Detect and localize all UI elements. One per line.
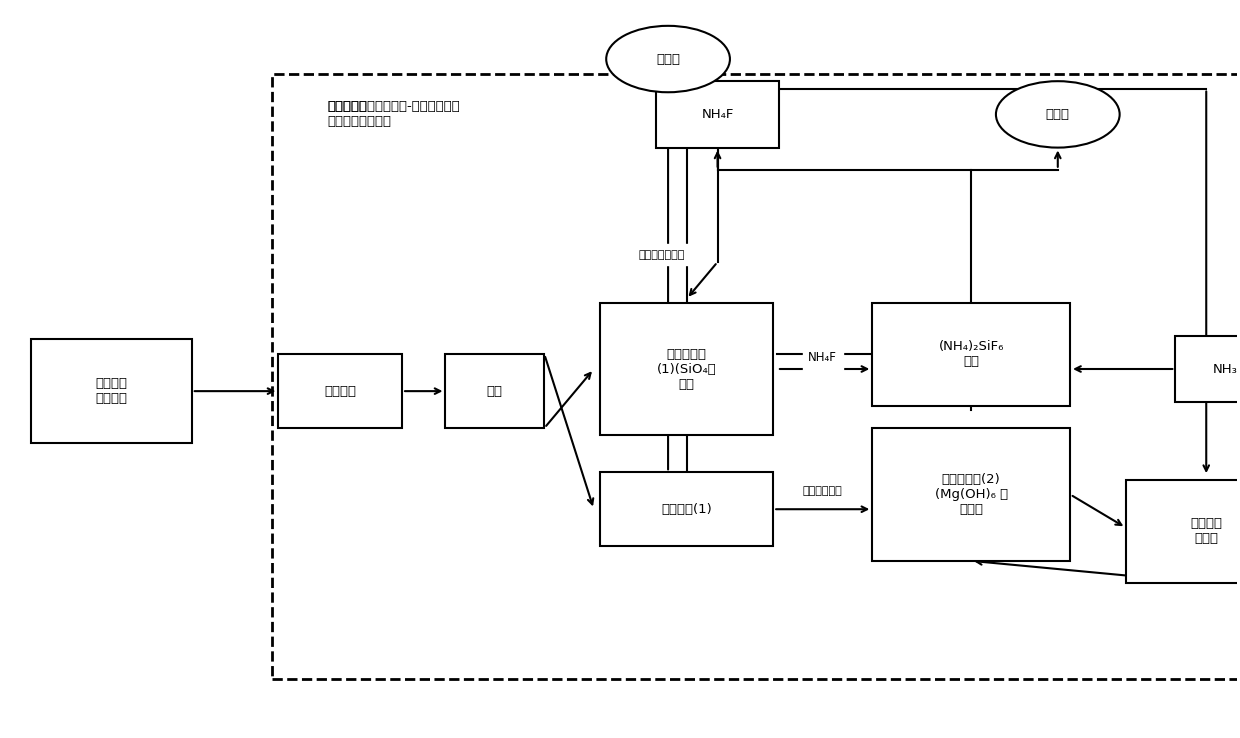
Text: NH₄F: NH₄F bbox=[702, 108, 734, 121]
FancyBboxPatch shape bbox=[445, 354, 544, 428]
FancyBboxPatch shape bbox=[872, 303, 1070, 406]
FancyBboxPatch shape bbox=[600, 472, 774, 546]
Text: 或者添加硫酸: 或者添加硫酸 bbox=[802, 486, 843, 496]
Text: 虚线框内：: 虚线框内： bbox=[327, 100, 368, 113]
Text: 固体残留物
(1)(SiO₄覆
盖）: 固体残留物 (1)(SiO₄覆 盖） bbox=[657, 348, 717, 390]
Text: 第二次浸
取反应: 第二次浸 取反应 bbox=[1190, 517, 1223, 545]
FancyBboxPatch shape bbox=[1176, 336, 1240, 402]
FancyBboxPatch shape bbox=[656, 81, 780, 148]
Text: 或者添加氟化铵: 或者添加氟化铵 bbox=[639, 249, 684, 260]
Text: 粉碎处理
的蛇纹石: 粉碎处理 的蛇纹石 bbox=[95, 377, 128, 405]
Text: 白炭黑: 白炭黑 bbox=[1045, 108, 1070, 121]
Text: (NH₄)₂SiF₆
溶液: (NH₄)₂SiF₆ 溶液 bbox=[939, 340, 1004, 368]
Text: NH₃: NH₃ bbox=[1213, 362, 1238, 376]
FancyBboxPatch shape bbox=[600, 303, 774, 435]
Text: 硫酸镁: 硫酸镁 bbox=[656, 52, 680, 66]
FancyBboxPatch shape bbox=[278, 354, 402, 428]
Ellipse shape bbox=[996, 81, 1120, 148]
Ellipse shape bbox=[606, 26, 730, 92]
Text: 浸取液体(1): 浸取液体(1) bbox=[661, 503, 712, 516]
Text: NH₄F: NH₄F bbox=[808, 351, 837, 365]
Text: 过滤: 过滤 bbox=[487, 384, 503, 398]
Text: 固体残留物(2)
(Mg(OH)₆ 的
表面）: 固体残留物(2) (Mg(OH)₆ 的 表面） bbox=[935, 473, 1008, 516]
FancyBboxPatch shape bbox=[1126, 480, 1240, 583]
Text: 硫酸浸取: 硫酸浸取 bbox=[324, 384, 356, 398]
Text: 虚线框内：（硫酸浸取-氟化铵溶解）
的反复处理蛇纹石: 虚线框内：（硫酸浸取-氟化铵溶解） 的反复处理蛇纹石 bbox=[327, 100, 460, 128]
FancyBboxPatch shape bbox=[31, 339, 192, 443]
FancyBboxPatch shape bbox=[872, 428, 1070, 561]
